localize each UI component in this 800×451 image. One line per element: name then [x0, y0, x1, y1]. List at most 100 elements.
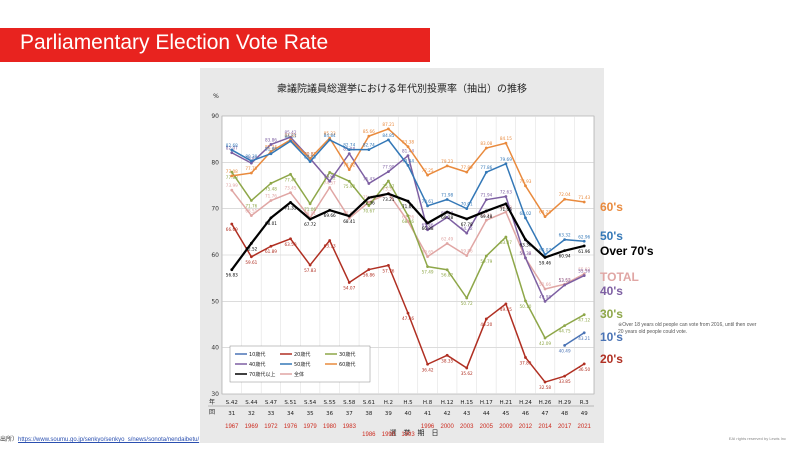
x-year-label: 1993 [401, 432, 415, 438]
x-round-label: 33 [267, 411, 274, 417]
data-point-s50 [328, 138, 332, 142]
x-year-label: 1983 [342, 424, 356, 430]
data-point-s60 [484, 146, 488, 150]
x-year-label: 1979 [303, 424, 317, 430]
x-tick-label: H.17 [480, 400, 493, 406]
data-label-s50: 60.07 [539, 248, 551, 253]
data-point-s60 [563, 197, 567, 201]
data-label-s50: 77.86 [480, 165, 492, 170]
data-label-s40: 85.42 [285, 130, 297, 135]
x-round-label: 32 [248, 411, 255, 417]
data-point-total [406, 219, 410, 223]
data-label-s50: 70.01 [461, 202, 473, 207]
data-point-s70 [484, 209, 488, 213]
x-year-label: 2003 [460, 424, 474, 430]
data-point-s60 [524, 184, 527, 188]
data-label-s20: 57.83 [304, 268, 316, 273]
data-label-s30: 77.82 [324, 175, 336, 180]
data-label-s60: 85.66 [363, 129, 375, 134]
data-label-s50: 80.15 [304, 155, 316, 160]
data-label-s60: 83.08 [480, 141, 492, 146]
y-tick-label: 50 [211, 298, 219, 305]
x-year-label: 1996 [420, 424, 435, 430]
y-tick-label: 40 [211, 345, 219, 352]
data-point-s70 [406, 199, 410, 203]
data-label-s20: 63.50 [285, 242, 297, 247]
data-label-s30: 50.10 [519, 304, 531, 309]
x-year-label: 2014 [538, 424, 552, 430]
data-label-s60: 71.43 [578, 195, 590, 200]
data-label-total: 62.49 [441, 236, 453, 241]
data-point-total [426, 255, 429, 259]
data-point-s60 [582, 200, 586, 204]
data-point-s50 [406, 163, 410, 167]
x-tick-label: S.47 [265, 400, 278, 406]
x-round-label: 40 [405, 411, 412, 417]
data-point-s40 [230, 151, 234, 155]
data-label-s20: 47.46 [402, 316, 414, 321]
x-tick-label: S.55 [324, 400, 337, 406]
x-round-label: 45 [502, 411, 509, 417]
data-point-s30 [406, 214, 410, 218]
data-label-s20: 56.86 [363, 273, 375, 278]
data-label-s40: 59.38 [519, 251, 531, 256]
data-label-total: 55.93 [578, 267, 590, 272]
x-year-label: 2005 [479, 424, 493, 430]
x-round-label: 47 [542, 411, 549, 417]
source-link[interactable]: https://www.soumu.go.jp/senkyo/senkyo_s/… [18, 437, 200, 443]
data-label-s70: 69.28 [441, 215, 453, 220]
data-point-s20 [249, 255, 253, 259]
x-round-label: 31 [228, 411, 235, 417]
data-label-s20: 59.61 [245, 260, 257, 265]
data-point-total [328, 186, 332, 189]
side-label-10s: 10's [600, 330, 623, 344]
data-label-s60: 82.34 [265, 144, 277, 149]
data-point-s20 [484, 317, 488, 321]
x-round-label: 37 [346, 411, 353, 417]
data-point-s30 [524, 299, 527, 303]
data-label-s30: 75.48 [265, 186, 277, 191]
side-label-40s: 40's [600, 284, 623, 298]
data-point-s70 [582, 244, 586, 248]
x-round-label: 36 [326, 411, 333, 417]
data-point-total [543, 287, 547, 291]
data-label-s30: 57.49 [422, 270, 434, 275]
data-point-s20 [387, 263, 390, 267]
y-tick-label: 70 [211, 206, 219, 213]
x-tick-label: S.51 [284, 400, 296, 406]
data-point-s20 [445, 353, 449, 357]
data-label-total: 73.45 [285, 186, 297, 191]
data-point-s20 [426, 362, 429, 366]
data-label-s60: 84.84 [285, 133, 297, 138]
data-point-s60 [387, 127, 390, 131]
data-label-total: 68.51 [245, 209, 257, 214]
data-label-s30: 77.88 [226, 175, 238, 180]
y-axis-unit: % [213, 93, 219, 100]
data-label-total: 59.65 [422, 250, 434, 255]
data-point-s40 [367, 182, 371, 185]
data-point-total [465, 254, 469, 258]
data-point-s50 [445, 198, 449, 201]
data-point-s60 [445, 164, 449, 168]
data-label-s30: 71.06 [304, 207, 316, 212]
data-point-s60 [426, 173, 429, 177]
data-point-s50 [347, 148, 351, 152]
data-label-s40: 80.82 [304, 152, 316, 157]
data-point-s50 [426, 204, 429, 208]
x-year-label: 2009 [499, 424, 513, 430]
data-label-s40: 55.56 [578, 269, 590, 274]
data-point-s50 [524, 216, 527, 220]
x-tick-label: H.15 [460, 400, 473, 406]
data-label-s40: 72.63 [500, 189, 512, 194]
data-label-s20: 57.76 [382, 268, 394, 273]
data-point-s30 [289, 172, 292, 176]
x-round-label: 42 [444, 411, 451, 417]
x-year-label: 1980 [322, 424, 337, 430]
data-point-s50 [269, 152, 273, 156]
x-tick-label: S.44 [245, 400, 258, 406]
data-point-s70 [347, 214, 351, 218]
data-point-s60 [347, 168, 351, 172]
data-label-total: 73.31 [382, 186, 394, 191]
data-point-s50 [230, 148, 234, 152]
x-tick-label: S.54 [304, 400, 317, 406]
